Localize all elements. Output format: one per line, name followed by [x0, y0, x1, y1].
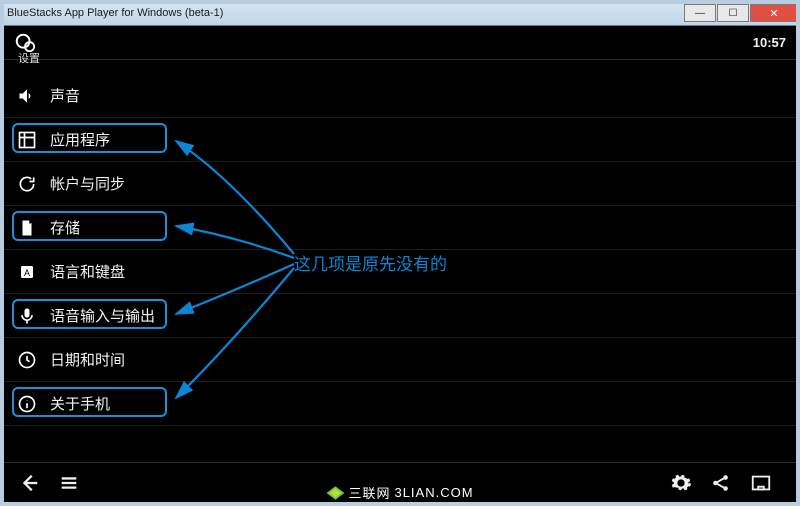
settings-item-label: 关于手机	[50, 393, 110, 414]
settings-item-storage[interactable]: 存储	[4, 206, 796, 250]
settings-item-about[interactable]: 关于手机	[4, 382, 796, 426]
info-icon	[16, 393, 38, 415]
settings-item-label: 语音输入与输出	[50, 305, 155, 326]
share-button[interactable]	[706, 468, 736, 498]
breadcrumb: 设置	[6, 50, 796, 70]
clock-icon	[16, 349, 38, 371]
voice-icon	[16, 305, 38, 327]
app-content: 10:57 设置 声音 应用程序 帐户与同步 存储	[4, 26, 796, 502]
watermark: 三联网 3LIAN.COM	[326, 483, 473, 502]
fullscreen-button[interactable]	[746, 468, 776, 498]
settings-item-accounts[interactable]: 帐户与同步	[4, 162, 796, 206]
bluestacks-logo-icon	[14, 32, 36, 54]
clock: 10:57	[753, 35, 786, 50]
settings-item-label: 应用程序	[50, 129, 110, 150]
storage-icon	[16, 217, 38, 239]
settings-item-label: 帐户与同步	[50, 173, 125, 194]
settings-item-datetime[interactable]: 日期和时间	[4, 338, 796, 382]
svg-text:A: A	[24, 267, 30, 277]
menu-button[interactable]	[54, 468, 84, 498]
settings-item-label: 日期和时间	[50, 349, 125, 370]
settings-item-sound[interactable]: 声音	[4, 74, 796, 118]
settings-item-voice[interactable]: 语音输入与输出	[4, 294, 796, 338]
apps-icon	[16, 129, 38, 151]
settings-item-apps[interactable]: 应用程序	[4, 118, 796, 162]
watermark-logo-icon	[326, 486, 344, 500]
watermark-site-cn: 三联网	[348, 483, 390, 502]
settings-item-label: 声音	[50, 85, 80, 106]
sound-icon	[16, 85, 38, 107]
settings-gear-button[interactable]	[666, 468, 696, 498]
settings-item-label: 语言和键盘	[50, 261, 125, 282]
language-icon: A	[16, 261, 38, 283]
back-button[interactable]	[14, 468, 44, 498]
annotation-label: 这几项是原先没有的	[294, 250, 447, 275]
watermark-site-en: 3LIAN.COM	[394, 485, 473, 500]
settings-item-label: 存储	[50, 217, 80, 238]
sync-icon	[16, 173, 38, 195]
